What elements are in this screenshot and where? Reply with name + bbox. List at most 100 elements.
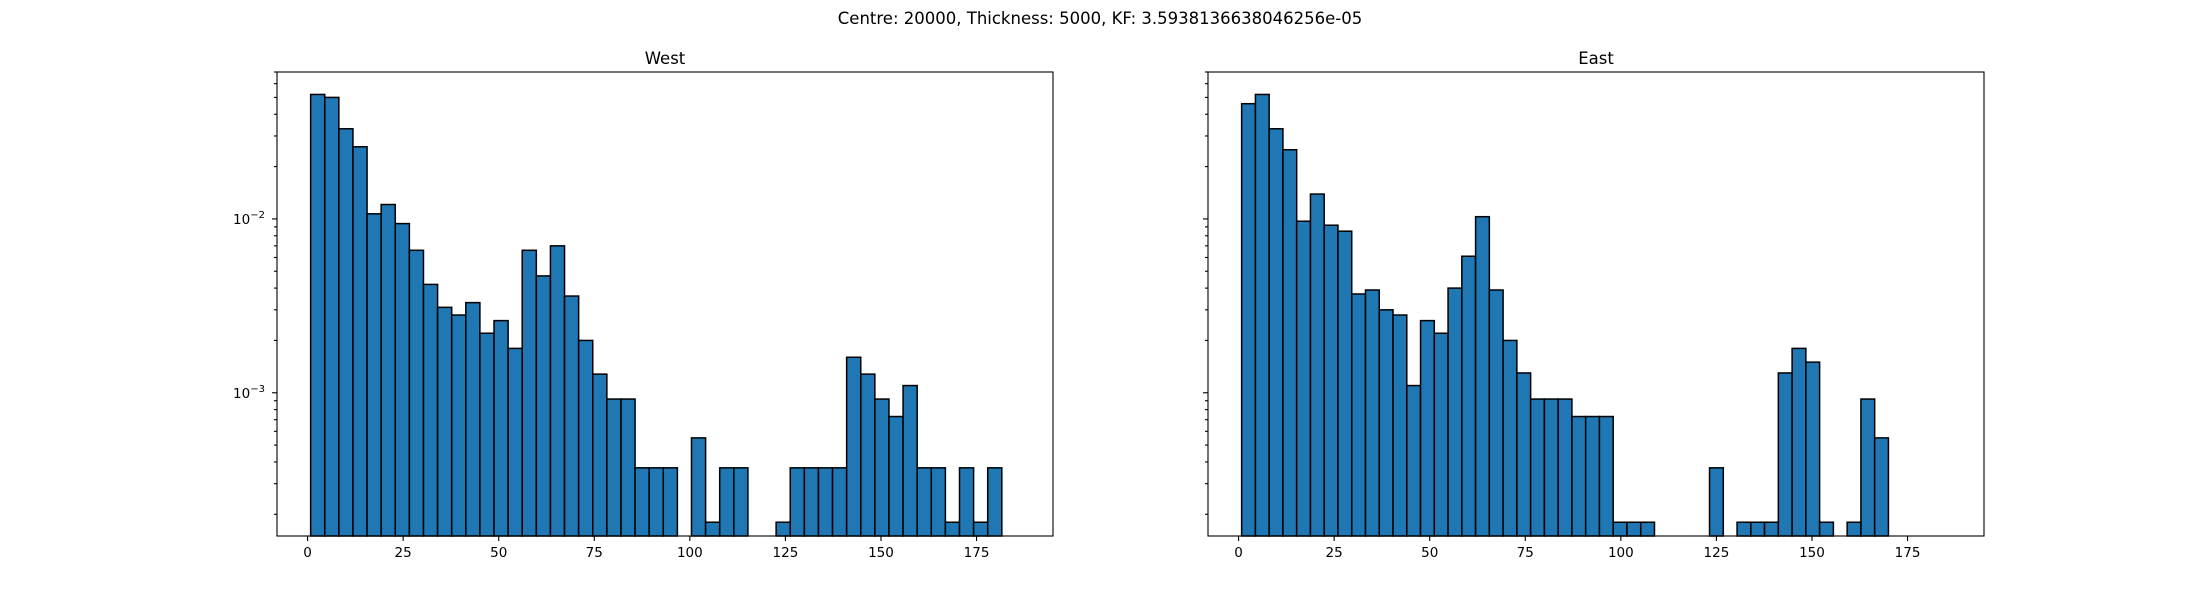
axes-frame bbox=[1207, 71, 1985, 537]
histogram-bar bbox=[1502, 339, 1518, 537]
histogram-bar bbox=[1447, 287, 1463, 537]
histogram-bar bbox=[1392, 314, 1408, 537]
histogram-bar bbox=[323, 96, 340, 537]
histogram-bar bbox=[606, 398, 622, 537]
x-tick-label: 0 bbox=[1234, 545, 1243, 561]
histogram-bar bbox=[1433, 332, 1449, 537]
histogram-bar bbox=[1419, 319, 1436, 537]
x-tick-label: 25 bbox=[395, 545, 412, 561]
histogram-bar bbox=[422, 283, 439, 537]
histogram-bar bbox=[1557, 398, 1573, 537]
histogram-bar bbox=[1240, 102, 1257, 537]
histogram-bar bbox=[803, 467, 820, 537]
histogram-bar bbox=[817, 467, 834, 537]
histogram-bar bbox=[1378, 309, 1394, 537]
histogram-bar bbox=[1323, 224, 1339, 537]
histogram-bar bbox=[1350, 293, 1367, 537]
x-tick-label: 125 bbox=[1704, 545, 1730, 561]
histogram-bar bbox=[1626, 521, 1642, 537]
histogram-bar bbox=[549, 245, 566, 537]
y-tick-label: 10−2 bbox=[233, 210, 265, 228]
histogram-bar bbox=[1309, 193, 1325, 537]
histogram-bar bbox=[1708, 467, 1725, 537]
histogram-bar bbox=[1571, 415, 1587, 537]
x-tick-label: 100 bbox=[677, 545, 703, 561]
histogram-bar bbox=[1736, 521, 1752, 537]
x-tick-label: 150 bbox=[1799, 545, 1825, 561]
histogram-bar bbox=[408, 249, 425, 537]
x-tick-label: 75 bbox=[1517, 545, 1534, 561]
histogram-bar bbox=[366, 213, 382, 537]
histogram-bar bbox=[1406, 384, 1422, 537]
histogram-bar bbox=[1543, 398, 1559, 537]
histogram-bar bbox=[874, 398, 890, 537]
histogram-bar bbox=[831, 467, 848, 537]
histogram-bar bbox=[592, 373, 608, 537]
histogram-bar bbox=[902, 384, 918, 537]
histogram-bar bbox=[309, 93, 326, 537]
histogram-bar bbox=[479, 332, 495, 537]
x-tick-label: 25 bbox=[1326, 545, 1343, 561]
histogram-bar bbox=[1846, 521, 1862, 537]
panel-east: East 0 25 50 75 100 125 150 175 bbox=[1203, 49, 1985, 561]
histogram-bar bbox=[563, 295, 580, 537]
histogram-bar bbox=[1612, 521, 1628, 537]
x-tick-label: 100 bbox=[1608, 545, 1634, 561]
histogram-bar bbox=[1474, 215, 1491, 537]
histogram-bar bbox=[1750, 521, 1766, 537]
histogram-bar bbox=[1873, 437, 1890, 537]
histogram-bar bbox=[1282, 148, 1298, 537]
histogram-bar bbox=[1763, 521, 1780, 537]
histogram-bar bbox=[1295, 220, 1312, 537]
histogram-bar bbox=[845, 356, 862, 537]
panel-west: West 0 25 50 75 100 125 150 175 10−2 10−3 bbox=[233, 49, 1054, 561]
histogram-bar bbox=[1461, 255, 1477, 537]
histogram-bar bbox=[733, 467, 749, 537]
histogram-bar bbox=[958, 467, 975, 537]
histogram-bar bbox=[916, 467, 933, 537]
x-tick-label: 50 bbox=[1421, 545, 1438, 561]
histogram-bar bbox=[1529, 398, 1546, 537]
histogram-bar bbox=[436, 306, 453, 537]
histogram-bar bbox=[1488, 289, 1504, 537]
x-tick-label: 150 bbox=[868, 545, 894, 561]
histogram-bar bbox=[972, 521, 989, 537]
histogram-bar bbox=[620, 398, 636, 537]
histogram-bar bbox=[1777, 372, 1793, 537]
histogram-bar bbox=[1254, 93, 1270, 537]
histogram-bar bbox=[577, 339, 594, 537]
y-tick-label: 10−3 bbox=[233, 384, 265, 402]
histogram-bar bbox=[1268, 128, 1284, 537]
x-tick-label: 125 bbox=[773, 545, 799, 561]
histogram-bar bbox=[1639, 521, 1656, 537]
histogram-bar bbox=[465, 301, 481, 537]
histogram-bar bbox=[718, 467, 735, 537]
histogram-bar bbox=[394, 222, 411, 537]
histogram-bar bbox=[1598, 415, 1614, 537]
histogram-bar bbox=[535, 275, 552, 537]
histogram-bar bbox=[704, 521, 721, 537]
x-tick-label: 0 bbox=[303, 545, 312, 561]
histogram-bar bbox=[634, 467, 650, 537]
histogram-bar bbox=[930, 467, 947, 537]
histogram-bar bbox=[690, 437, 707, 537]
histogram-bar bbox=[1337, 230, 1353, 537]
histogram-bar bbox=[380, 203, 397, 537]
histogram-bar bbox=[450, 314, 467, 537]
panel-title: West bbox=[645, 49, 686, 68]
panel-title: East bbox=[1578, 49, 1614, 68]
figure-title: Centre: 20000, Thickness: 5000, KF: 3.59… bbox=[838, 9, 1362, 28]
x-tick-label: 50 bbox=[490, 545, 507, 561]
histogram-bar bbox=[986, 467, 1003, 537]
histogram-bar bbox=[775, 521, 791, 537]
histogram-bar bbox=[944, 521, 961, 537]
histogram-bar bbox=[1805, 361, 1821, 537]
histogram-bar bbox=[493, 319, 509, 537]
histogram-bar bbox=[1364, 289, 1381, 537]
panels: West 0 25 50 75 100 125 150 175 10−2 10−3 East 0 25 50… bbox=[233, 49, 1985, 561]
histogram-bar bbox=[888, 415, 904, 537]
histogram-bar bbox=[507, 347, 523, 537]
x-tick-label: 175 bbox=[1895, 545, 1921, 561]
histogram-bar bbox=[648, 467, 665, 537]
